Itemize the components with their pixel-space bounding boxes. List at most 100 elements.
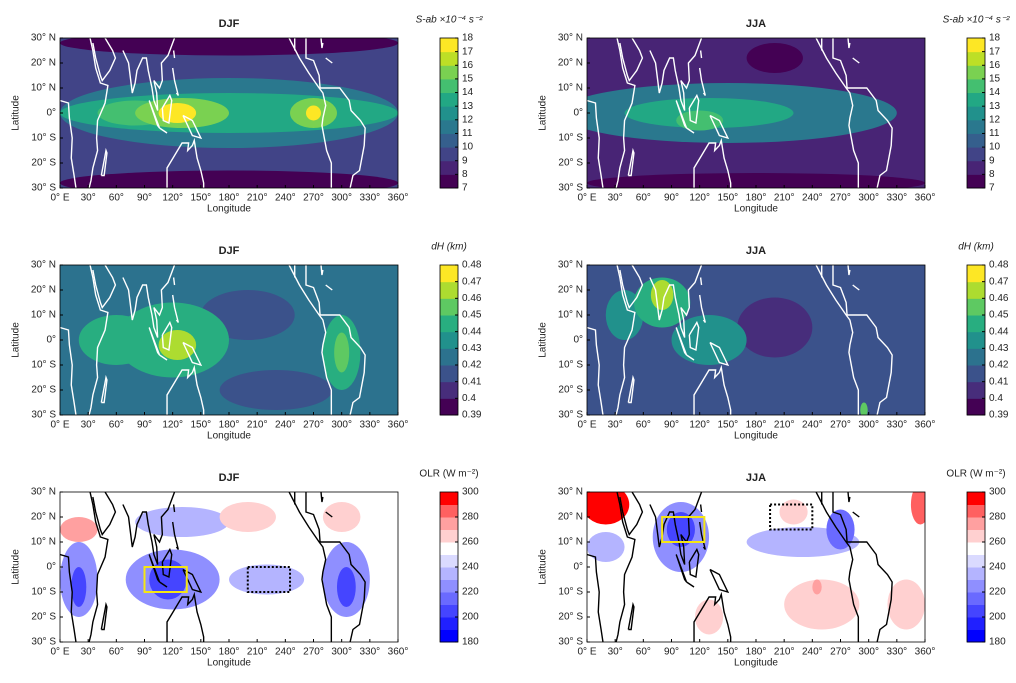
coastline <box>288 265 333 415</box>
y-tick-label: 0° <box>46 108 56 119</box>
colorbar-tick-label: 18 <box>989 33 1001 44</box>
x-tick-label: 240° <box>275 647 296 658</box>
x-tick-label: 30° <box>81 420 96 431</box>
colorbar-level <box>440 542 458 555</box>
x-tick-label: 270° <box>830 647 851 658</box>
colorbar-tick-label: 16 <box>989 60 1001 71</box>
y-tick-label: 10° S <box>31 587 56 598</box>
contour-region <box>587 173 925 188</box>
colorbar-tick-label: 12 <box>462 114 474 125</box>
colorbar-level <box>440 92 458 107</box>
colorbar-tick-label: 0.44 <box>989 326 1009 337</box>
x-axis-label: Longitude <box>207 204 251 215</box>
colorbar-frame <box>966 264 986 416</box>
x-axis-label: Longitude <box>207 431 251 442</box>
colorbar-frame <box>439 264 459 416</box>
x-tick-label: 0° E <box>577 193 596 204</box>
y-tick-label: 30° N <box>31 487 56 498</box>
colorbar-tick-label: 0.42 <box>989 360 1009 371</box>
x-tick-label: 300° <box>331 193 352 204</box>
y-axis-label: Latitude <box>11 95 22 131</box>
colorbar-level <box>440 298 458 316</box>
coastline <box>615 265 636 415</box>
colorbar-level <box>440 381 458 399</box>
x-tick-label: 210° <box>247 420 268 431</box>
panel: 0° E 30° 60° 90° 120° 150° 180° 210° 240° 270° 300… <box>11 242 482 442</box>
coastline <box>122 38 176 111</box>
colorbar-level <box>440 281 458 299</box>
coastline <box>587 326 604 415</box>
x-tick-label: 360° <box>915 193 936 204</box>
coastline <box>305 492 366 642</box>
x-tick-label: 360° <box>388 647 409 658</box>
colorbar-level <box>967 398 985 416</box>
coastline <box>675 327 688 356</box>
x-tick-label: 360° <box>915 647 936 658</box>
colorbar-tick-label: 10 <box>989 142 1001 153</box>
colorbar-tick-label: 0.47 <box>989 276 1009 287</box>
coastline <box>92 492 117 536</box>
y-tick-label: 30° S <box>558 637 583 648</box>
coastline <box>709 341 730 367</box>
x-tick-label: 330° <box>886 193 907 204</box>
colorbar-tick-label: 13 <box>989 101 1001 112</box>
coastline <box>587 553 604 642</box>
panel: 0° E 30° 60° 90° 120° 150° 180° 210° 240° 270° 300… <box>538 15 1010 215</box>
colorbar-level <box>440 174 458 189</box>
colorbar-level <box>967 365 985 383</box>
colorbar-label: OLR (W m⁻²) <box>946 469 1005 480</box>
coastline <box>60 326 77 415</box>
coastline <box>688 93 700 125</box>
contour-region <box>336 567 356 607</box>
field <box>587 492 925 642</box>
colorbar-tick-label: 300 <box>462 487 479 498</box>
colorbar-frame <box>439 37 459 189</box>
coastline <box>171 521 179 550</box>
colorbar-tick-label: 17 <box>462 46 474 57</box>
x-tick-label: 240° <box>802 420 823 431</box>
coastline <box>172 50 176 59</box>
colorbar-tick-label: 9 <box>989 155 995 166</box>
x-tick-label: 30° <box>81 193 96 204</box>
coastline <box>88 492 109 642</box>
coastline <box>847 38 851 49</box>
coastline <box>587 99 604 188</box>
coastline <box>166 591 205 642</box>
contour-region <box>305 105 322 121</box>
contour-region <box>228 564 305 595</box>
coastline <box>325 57 333 64</box>
x-tick-label: 30° <box>608 420 623 431</box>
y-tick-label: 0° <box>573 335 583 346</box>
coastline <box>305 265 366 415</box>
colorbar-level <box>967 348 985 366</box>
colorbar-level <box>440 147 458 162</box>
colorbar-tick-label: 240 <box>989 562 1006 573</box>
x-tick-label: 210° <box>774 647 795 658</box>
chart-title: JJA <box>746 18 766 30</box>
region-box <box>769 503 814 531</box>
colorbar-label: OLR (W m⁻²) <box>419 469 478 480</box>
colorbar-tick-label: 0.39 <box>989 410 1009 421</box>
coastline <box>288 492 333 642</box>
x-tick-label: 240° <box>275 193 296 204</box>
colorbar-tick-label: 0.47 <box>462 276 482 287</box>
x-tick-label: 150° <box>717 420 738 431</box>
x-tick-label: 150° <box>190 193 211 204</box>
panel: 0° E 30° 60° 90° 120° 150° 180° 210° 240° 270° 300… <box>538 469 1006 669</box>
region-box <box>661 516 706 543</box>
coastline <box>693 364 732 415</box>
contour-region <box>60 517 98 542</box>
x-tick-label: 240° <box>802 647 823 658</box>
coastline <box>161 93 173 125</box>
coastline <box>649 38 703 111</box>
colorbar-tick-label: 260 <box>462 537 479 548</box>
colorbar-level <box>440 554 458 568</box>
x-tick-label: 180° <box>219 193 240 204</box>
x-tick-label: 180° <box>219 420 240 431</box>
x-tick-label: 270° <box>303 193 324 204</box>
coastline <box>698 294 706 323</box>
colorbar-level <box>967 492 985 505</box>
colorbar-level <box>440 331 458 349</box>
coastline <box>832 38 893 188</box>
